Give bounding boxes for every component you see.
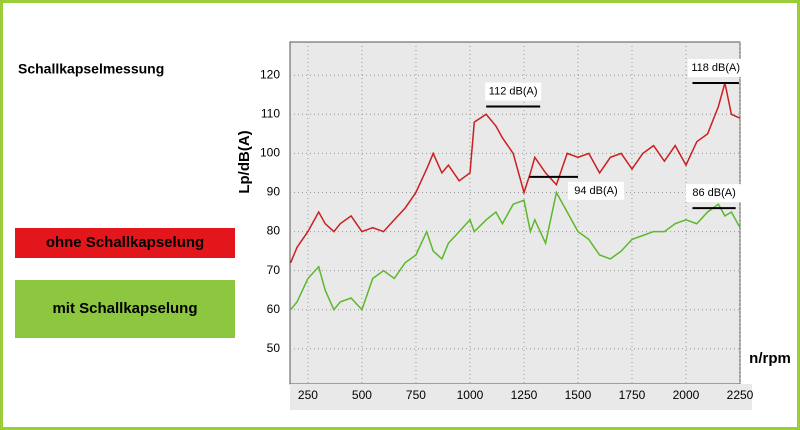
x-tick-label: 1000: [457, 388, 484, 402]
y-tick-label: 50: [267, 341, 281, 355]
chart-title: Schallkapselmessung: [18, 61, 164, 77]
x-tick-label: 1500: [565, 388, 592, 402]
y-tick-label: 70: [267, 263, 281, 277]
legend-label: ohne Schallkapselung: [46, 234, 204, 251]
legend-label: mit Schallkapselung: [52, 300, 197, 317]
line: [290, 190, 741, 312]
annotation-label: 118 dB(A): [691, 62, 740, 74]
annotation-label: 94 dB(A): [574, 185, 617, 197]
annotation-label: 112 dB(A): [489, 85, 538, 97]
annotation-box: [485, 82, 542, 101]
annotation-box: [687, 59, 744, 78]
y-tick-label: 80: [267, 224, 281, 238]
x-tick-label: 1750: [619, 388, 646, 402]
annotation-label: 86 dB(A): [692, 187, 735, 199]
x-tick-strip: [290, 384, 752, 410]
x-tick-label: 250: [298, 388, 318, 402]
legend-swatch: [15, 228, 235, 258]
y-axis-label: Lp/dB(A): [236, 130, 253, 193]
y-tick-label: 100: [260, 146, 280, 160]
x-tick-label: 2000: [673, 388, 700, 402]
y-tick-label: 120: [260, 67, 280, 81]
y-tick-label: 60: [267, 302, 281, 316]
chart: Schallkapselmessung Lp/dB(A) n/rpm 50 60 7…: [15, 41, 791, 410]
line: [289, 82, 741, 264]
x-tick-label: 1250: [511, 388, 538, 402]
x-tick-label: 500: [352, 388, 372, 402]
annotation-box: [686, 184, 743, 203]
x-tick-label: 2250: [727, 388, 754, 402]
x-tick-label: 750: [406, 388, 426, 402]
x-axis-label: n/rpm: [749, 350, 791, 367]
legend-swatch: [15, 280, 235, 338]
y-tick-label: 90: [267, 185, 281, 199]
annotation-box: [567, 181, 624, 200]
y-tick-label: 110: [261, 106, 280, 120]
